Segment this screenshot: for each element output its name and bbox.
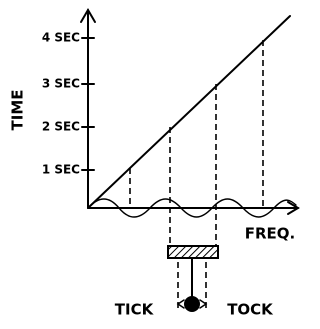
tick-label: TICK bbox=[115, 301, 155, 319]
arrow bbox=[178, 300, 184, 308]
pendulum-pivot bbox=[168, 246, 218, 258]
y-tick-label: 4 SEC bbox=[42, 31, 80, 45]
x-axis-label: FREQ. bbox=[245, 225, 296, 243]
y-tick-label: 2 SEC bbox=[42, 120, 80, 134]
y-tick-label: 1 SEC bbox=[42, 163, 80, 177]
y-tick-label: 3 SEC bbox=[42, 77, 80, 91]
arrow bbox=[200, 300, 206, 308]
diagram: 4 SEC 3 SEC 2 SEC 1 SEC TIME FREQ. TICK … bbox=[0, 0, 303, 329]
diagonal-line bbox=[88, 16, 290, 208]
tock-label: TOCK bbox=[227, 301, 274, 319]
pendulum-bob bbox=[184, 296, 200, 312]
y-axis-label: TIME bbox=[9, 90, 27, 131]
